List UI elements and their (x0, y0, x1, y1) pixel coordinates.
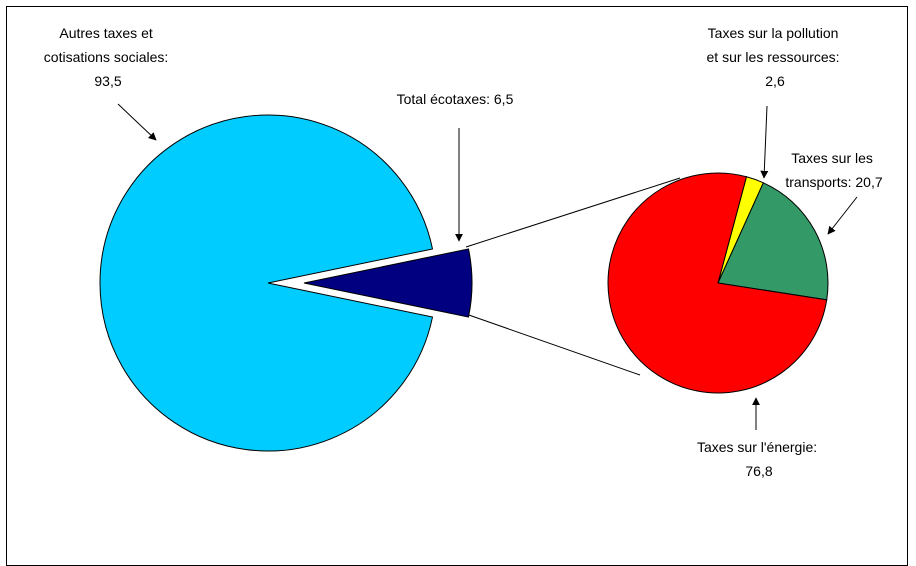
arrow-autres-taxes (117, 103, 157, 141)
main-pie (99, 114, 473, 452)
label-energie: Taxes sur l'énergie: 76,8 (697, 439, 821, 479)
label-autres-taxes: Autres taxes et cotisations sociales: 93… (44, 25, 172, 89)
pie-slice (607, 172, 828, 394)
pie-slice (717, 182, 829, 301)
arrow-transports (827, 196, 858, 235)
label-transports: Taxes sur les transports: 20,7 (785, 150, 882, 190)
connector-line-bottom (465, 313, 641, 376)
arrow-pollution (760, 105, 769, 179)
label-pollution: Taxes sur la pollution et sur les ressou… (707, 25, 844, 89)
pie-slice (99, 114, 434, 452)
pie-slice (303, 248, 473, 318)
secondary-pie (607, 172, 829, 394)
label-total-ecotaxes: Total écotaxes: 6,5 (397, 91, 514, 107)
connector-line-top (465, 177, 681, 248)
